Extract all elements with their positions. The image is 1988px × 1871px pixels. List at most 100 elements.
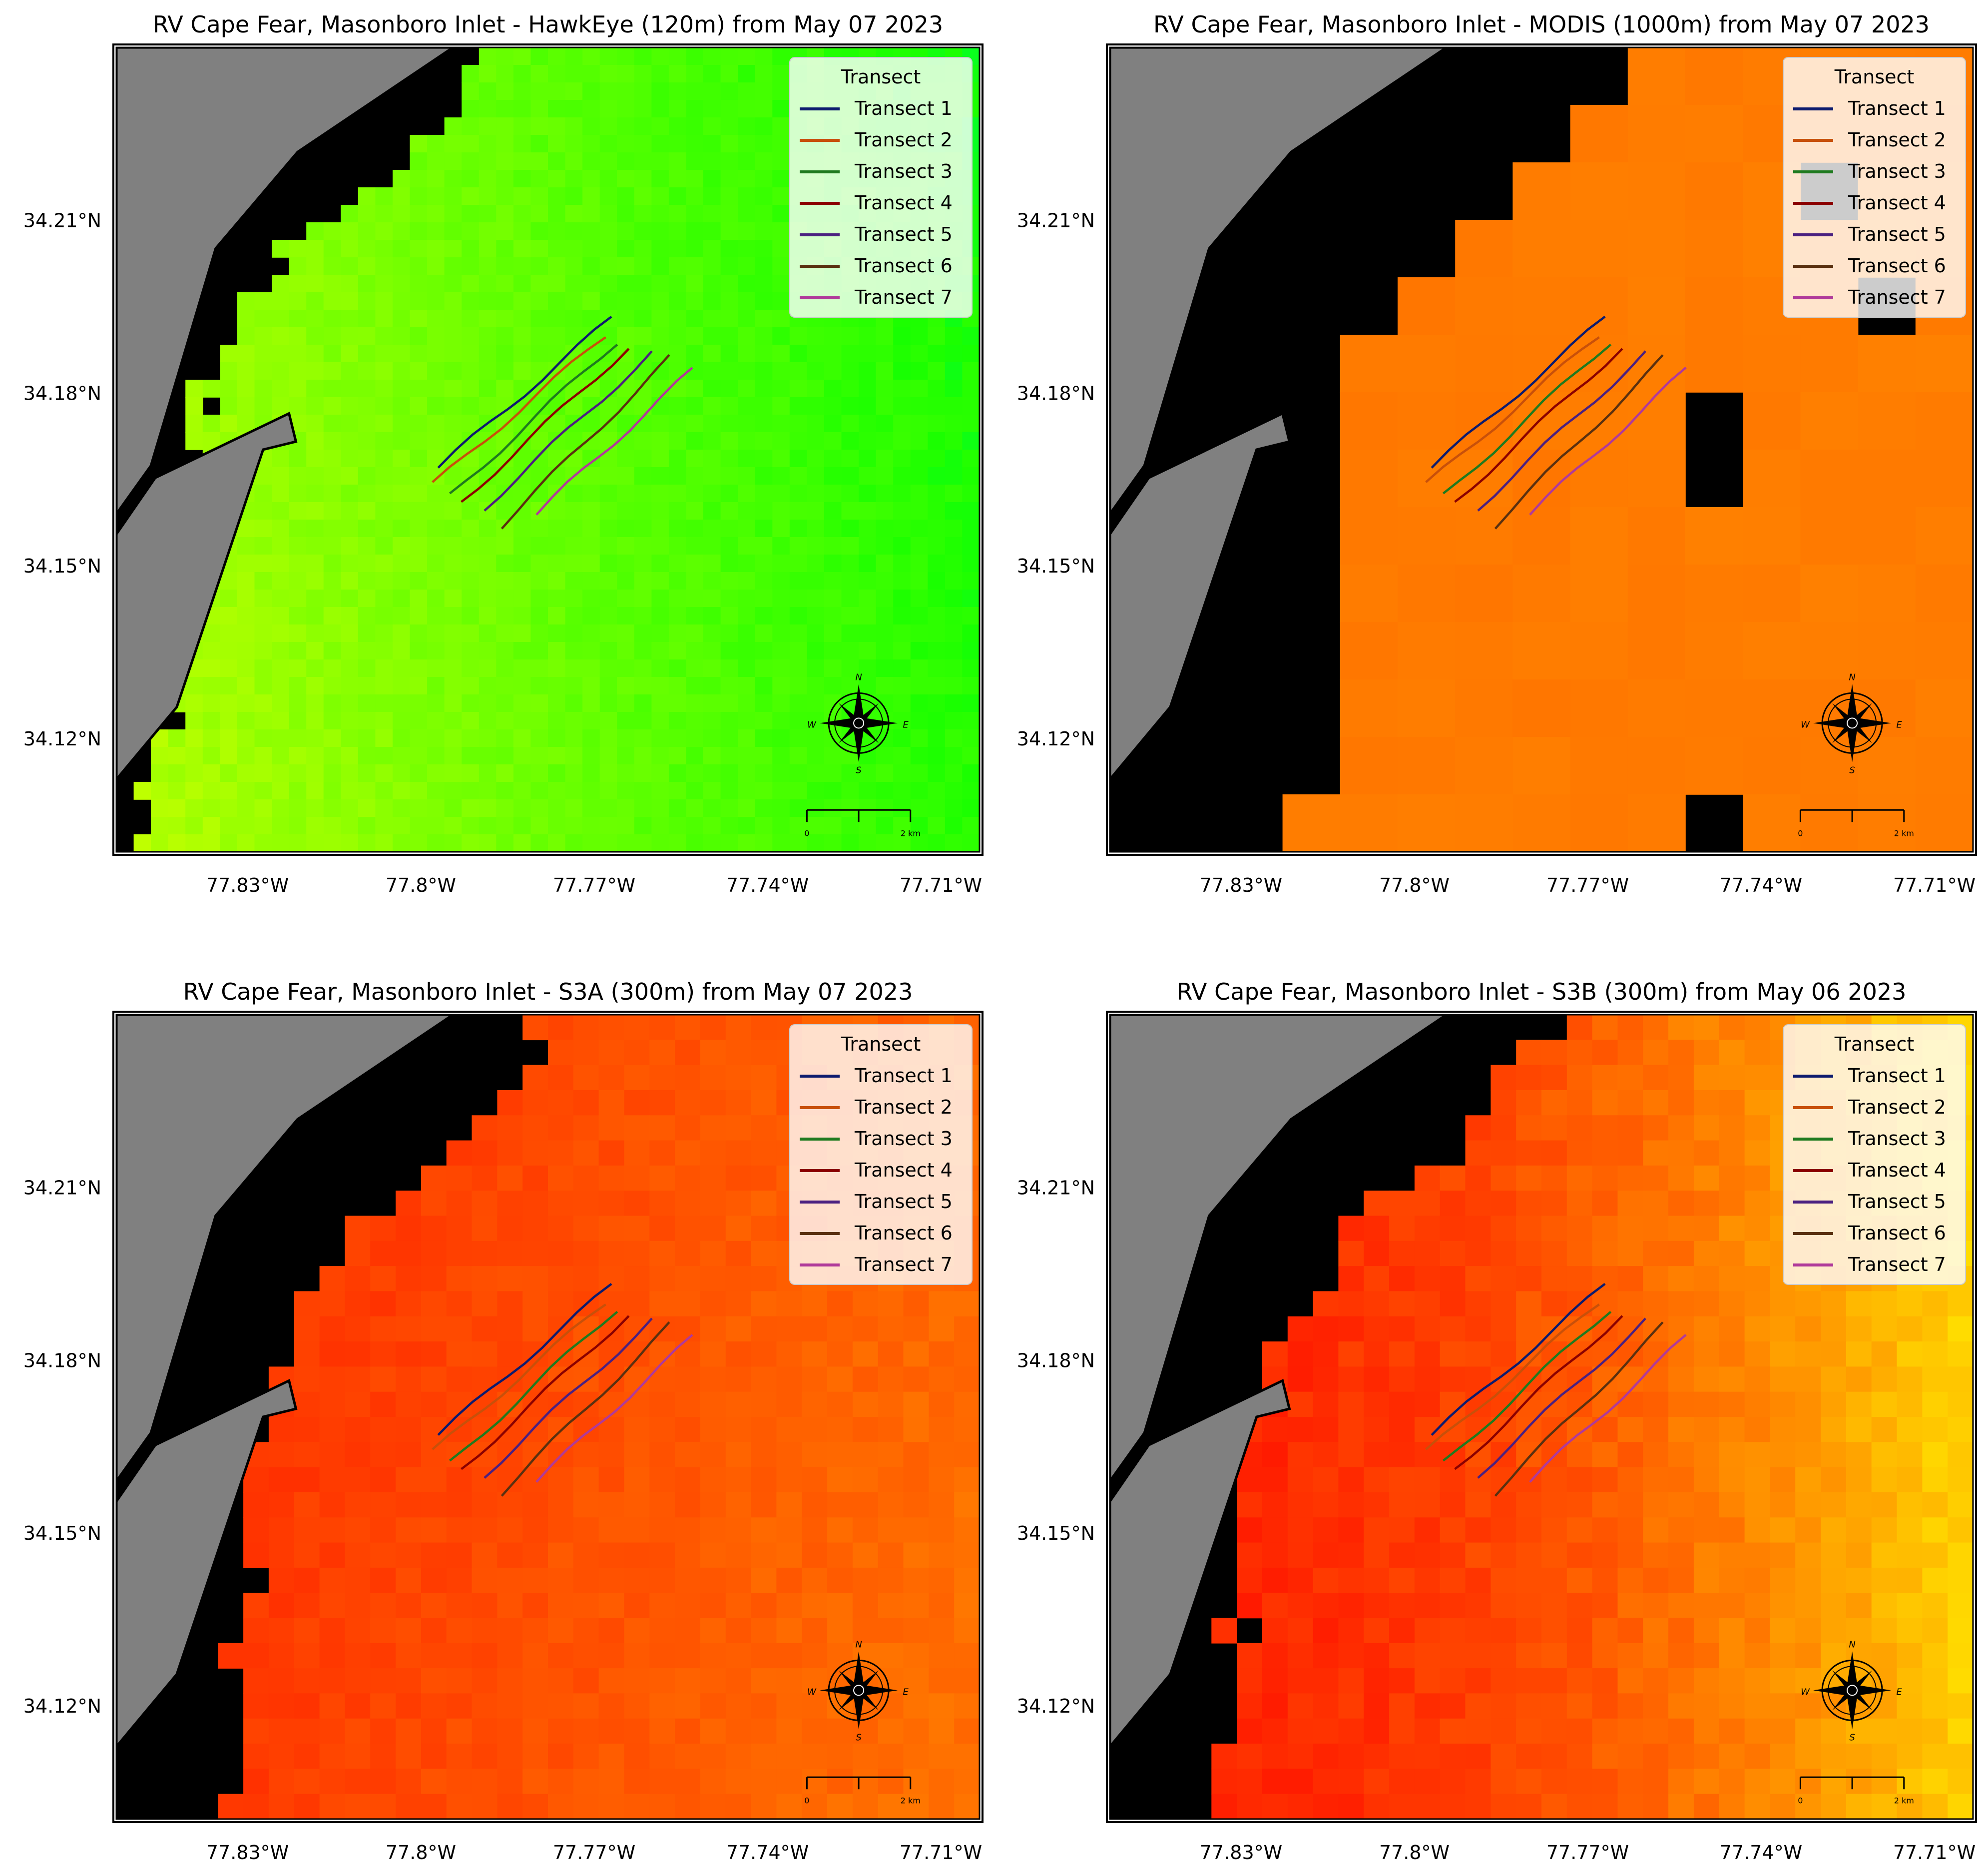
transect-line xyxy=(437,1283,612,1436)
transect-line xyxy=(461,348,630,503)
lat-tick-label: 34.12°N xyxy=(1017,1695,1095,1717)
legend-entry: Transect 5 xyxy=(854,1191,953,1213)
compass-label: N xyxy=(855,1639,862,1650)
legend-entry: Transect 5 xyxy=(854,223,953,245)
lon-tick-label: 77.83°W xyxy=(206,874,289,896)
transect-line xyxy=(1529,367,1687,516)
legend: Transect Transect 1 Transect 2 Transect 3 Tr… xyxy=(789,57,973,318)
map-title: RV Cape Fear, Masonboro Inlet - MODIS (1… xyxy=(1153,11,1930,38)
legend-entry: Transect 5 xyxy=(1848,223,1946,245)
transect-line xyxy=(484,1317,653,1479)
land-mainland xyxy=(1110,47,1449,517)
land-mainland xyxy=(116,47,456,517)
lon-tick-label: 77.77°W xyxy=(1546,1842,1629,1864)
transect-line xyxy=(432,1303,606,1450)
lon-tick-label: 77.83°W xyxy=(1200,874,1282,896)
land-barrier-island xyxy=(1110,1378,1291,1749)
compass-label: N xyxy=(1849,672,1855,682)
map-title: RV Cape Fear, Masonboro Inlet - S3A (300… xyxy=(183,978,913,1005)
legend-entry: Transect 3 xyxy=(1848,1128,1946,1150)
compass-label: W xyxy=(807,1687,817,1697)
compass-label: E xyxy=(903,719,909,730)
compass-label: E xyxy=(903,1687,909,1697)
lon-tick-label: 77.77°W xyxy=(1546,874,1629,896)
map-frame xyxy=(112,43,984,856)
transect-line xyxy=(535,1334,693,1483)
legend-entry: Transect 7 xyxy=(854,286,953,308)
lat-tick-label: 34.15°N xyxy=(1017,555,1095,577)
transect-line xyxy=(535,367,693,516)
legend: Transect Transect 1 Transect 2 Transect 3 Tr… xyxy=(1783,57,1966,318)
transect-line xyxy=(1443,343,1612,495)
legend-entry: Transect 7 xyxy=(1848,1253,1946,1275)
compass-label: S xyxy=(856,765,861,775)
transect-line xyxy=(1431,1283,1606,1436)
scale-bar-start-label: 0 xyxy=(1798,828,1803,838)
land-mainland xyxy=(116,1015,456,1484)
map-frame xyxy=(1106,43,1977,856)
legend-entry: Transect 1 xyxy=(854,1065,953,1087)
legend-entry: Transect 2 xyxy=(1848,1096,1946,1118)
legend-entry: Transect 5 xyxy=(1848,1191,1946,1213)
legend: Transect Transect 1 Transect 2 Transect 3 Tr… xyxy=(1783,1024,1966,1285)
compass-rose-icon: N S E W xyxy=(1801,1639,1902,1743)
scale-bar-end-label: 2 km xyxy=(1894,1796,1914,1805)
legend-entry: Transect 4 xyxy=(854,1159,953,1181)
transect-line xyxy=(1454,348,1623,503)
transect-line xyxy=(449,1310,618,1462)
transect-line xyxy=(1477,350,1646,512)
transect-line xyxy=(1431,316,1606,469)
legend-entry: Transect 6 xyxy=(854,1222,953,1244)
lon-tick-label: 77.8°W xyxy=(1379,1842,1450,1864)
transect-line xyxy=(484,350,653,512)
lat-tick-label: 34.18°N xyxy=(1017,1349,1095,1371)
lon-tick-label: 77.74°W xyxy=(1720,874,1802,896)
lat-tick-label: 34.21°N xyxy=(23,210,101,232)
compass-label: S xyxy=(1849,1732,1855,1743)
transect-line xyxy=(1529,1334,1687,1483)
transect-line xyxy=(1443,1310,1612,1462)
legend: Transect Transect 1 Transect 2 Transect 3 Tr… xyxy=(789,1024,973,1285)
transect-line xyxy=(500,354,670,530)
transect-line xyxy=(1494,1321,1664,1497)
legend-title: Transect xyxy=(841,66,921,88)
legend-title: Transect xyxy=(841,1033,921,1055)
lat-tick-label: 34.15°N xyxy=(1017,1522,1095,1544)
legend-entry: Transect 3 xyxy=(1848,160,1946,182)
land-barrier-island xyxy=(116,1378,298,1749)
compass-label: W xyxy=(1801,719,1810,730)
lon-tick-label: 77.74°W xyxy=(1720,1842,1802,1864)
legend-entry: Transect 7 xyxy=(1848,286,1946,308)
lon-tick-label: 77.77°W xyxy=(553,874,635,896)
map-frame xyxy=(112,1011,984,1823)
map-frame-inner xyxy=(115,1014,981,1820)
compass-label: N xyxy=(855,672,862,682)
legend-entry: Transect 4 xyxy=(1848,1159,1946,1181)
map-frame-inner xyxy=(1109,1014,1974,1820)
legend-entry: Transect 6 xyxy=(1848,255,1946,277)
transect-line xyxy=(1425,1303,1600,1450)
lat-tick-label: 34.21°N xyxy=(1017,1177,1095,1199)
lat-tick-label: 34.21°N xyxy=(23,1177,101,1199)
lat-tick-label: 34.15°N xyxy=(23,555,101,577)
scale-bar-end-label: 2 km xyxy=(901,828,921,838)
scale-bar-start-label: 0 xyxy=(1798,1796,1803,1805)
scale-bar: 0 2 km xyxy=(804,809,921,838)
scale-bar: 0 2 km xyxy=(1798,1776,1914,1805)
map-frame xyxy=(1106,1011,1977,1823)
compass-rose-icon: N S E W xyxy=(807,672,909,775)
land-mainland xyxy=(1110,1015,1449,1484)
legend-title: Transect xyxy=(1834,66,1915,88)
map-title: RV Cape Fear, Masonboro Inlet - HawkEye … xyxy=(153,11,943,38)
land-barrier-island xyxy=(1110,411,1291,782)
legend-entry: Transect 2 xyxy=(854,1096,953,1118)
lat-tick-label: 34.12°N xyxy=(23,1695,101,1717)
scale-bar-start-label: 0 xyxy=(804,828,809,838)
lat-tick-label: 34.18°N xyxy=(1017,382,1095,404)
lat-tick-label: 34.21°N xyxy=(1017,210,1095,232)
lon-tick-label: 77.71°W xyxy=(900,1842,982,1864)
lat-tick-label: 34.12°N xyxy=(23,728,101,750)
